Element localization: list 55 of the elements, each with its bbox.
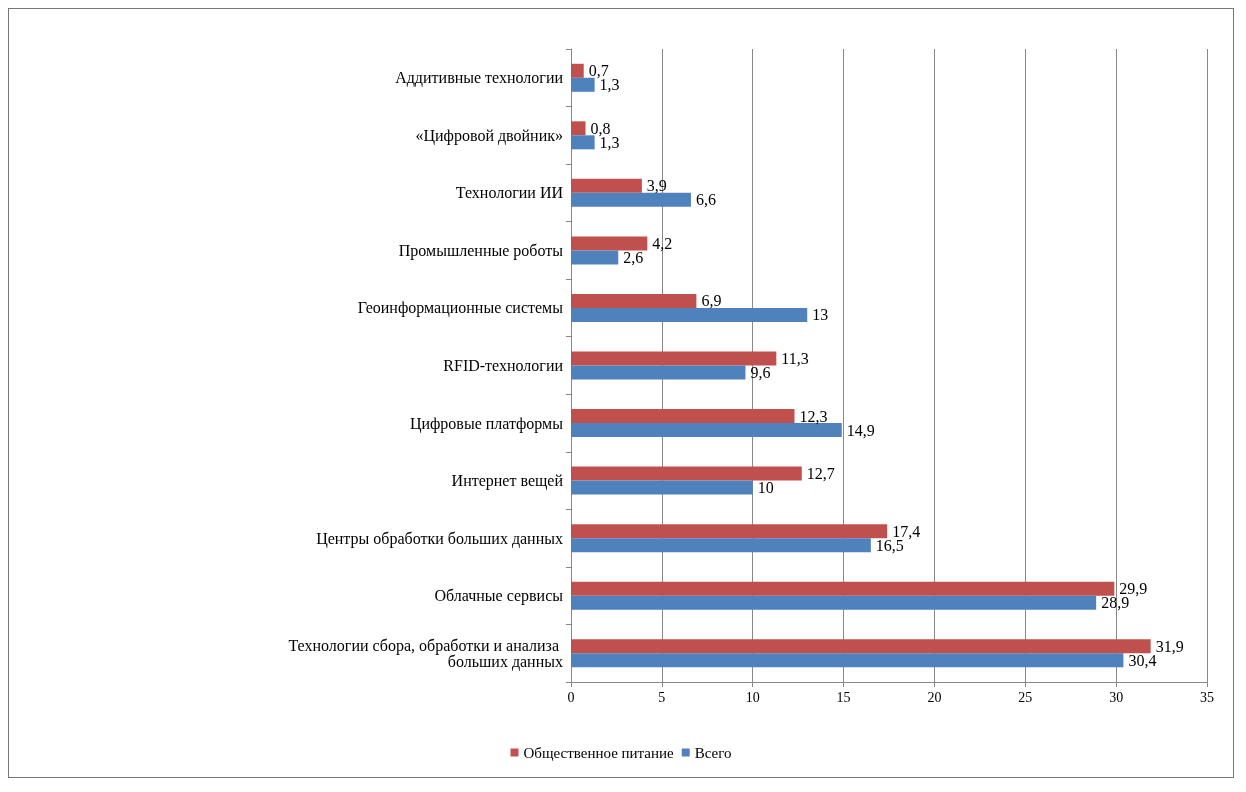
legend-label: Всего [694, 744, 732, 761]
y-tick-label: Технологии сбора, обработки и анализа больших данных [288, 636, 563, 671]
y-tick-label: Технологии ИИ [455, 184, 564, 202]
data-label: 11,3 [781, 350, 809, 367]
x-tick-label: 35 [1200, 689, 1214, 705]
bar [571, 524, 888, 539]
bar [571, 423, 842, 438]
legend-label: Общественное питание [523, 744, 675, 761]
data-label: 2,6 [623, 248, 644, 266]
x-tick-label: 5 [658, 689, 666, 705]
y-tick-label: Интернет вещей [451, 472, 564, 491]
data-label: 12,7 [806, 465, 835, 483]
data-label: 30,4 [1128, 651, 1157, 669]
bar [571, 293, 697, 308]
data-label: 4,2 [652, 234, 673, 252]
bar [571, 63, 584, 78]
y-tick-label: «Цифровой двойник» [415, 126, 563, 145]
bar [571, 192, 691, 207]
bar [571, 639, 1151, 654]
data-label: 6,9 [701, 292, 722, 310]
bar [571, 307, 808, 322]
data-label: 14,9 [846, 421, 875, 439]
data-label: 13 [812, 306, 829, 324]
bar [571, 409, 795, 424]
x-tick-label: 30 [1109, 689, 1124, 705]
bar [571, 250, 619, 265]
data-label: 12,3 [799, 407, 828, 425]
bar [571, 365, 746, 380]
bar [571, 653, 1124, 668]
bar [571, 581, 1115, 596]
x-tick-label: 15 [836, 689, 851, 705]
data-label: 3,9 [646, 177, 667, 195]
bar [571, 178, 642, 193]
x-tick-label: 25 [1018, 689, 1033, 705]
bar [571, 595, 1097, 610]
x-tick-label: 20 [927, 689, 942, 705]
x-tick-label: 10 [745, 689, 760, 705]
data-label: 10 [757, 479, 774, 497]
data-label: 9,6 [750, 364, 771, 381]
data-label: 6,6 [695, 191, 716, 209]
y-tick-label: Аддитивные технологии [395, 69, 564, 88]
bar [571, 351, 777, 366]
y-tick-label: Облачные сервисы [434, 587, 564, 606]
y-tick-label: Промышленные роботы [398, 241, 564, 260]
x-tick-label: 0 [567, 689, 575, 705]
bar [571, 121, 586, 136]
y-tick-label: Геоинформационные системы [357, 299, 564, 318]
bar [571, 480, 753, 495]
bar [571, 236, 648, 251]
bar [571, 466, 802, 481]
y-tick-label: Центры обработки больших данных [316, 529, 563, 548]
bar [571, 538, 871, 553]
data-label: 31,9 [1155, 637, 1184, 655]
y-tick-label: Цифровые платформы [409, 414, 564, 433]
y-tick-label: RFID-технологии [443, 357, 564, 374]
